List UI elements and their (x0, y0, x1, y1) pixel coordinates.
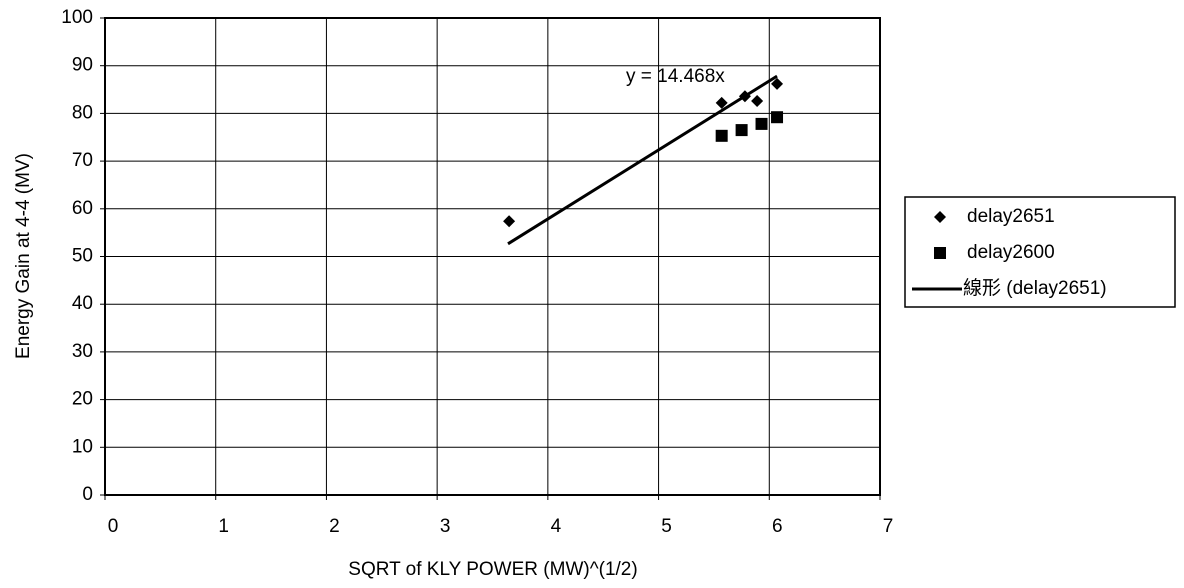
trendline-label: y = 14.468x (626, 66, 725, 87)
legend-label: delay2600 (967, 242, 1055, 263)
data-point (738, 90, 751, 103)
data-point (715, 96, 728, 109)
data-point (771, 111, 784, 124)
data-point (503, 215, 516, 228)
y-axis-title: Energy Gain at 4-4 (MV) (13, 153, 34, 359)
data-point (751, 94, 764, 107)
legend-marker (934, 247, 946, 259)
legend-marker (934, 211, 946, 223)
y-tick-label: 30 (72, 341, 93, 362)
x-tick-label: 3 (440, 516, 451, 537)
data-point (771, 77, 784, 90)
legend-label: 線形 (delay2651) (963, 277, 1107, 299)
y-tick-label: 50 (72, 246, 93, 267)
x-tick-label: 1 (218, 516, 229, 537)
x-axis-title: SQRT of KLY POWER (MW)^(1/2) (348, 559, 637, 580)
y-tick-label: 100 (61, 7, 93, 28)
x-tick-label: 6 (772, 516, 783, 537)
plot-frame (104, 17, 881, 496)
y-tick-label: 20 (72, 389, 93, 410)
legend-label: delay2651 (967, 206, 1055, 227)
data-point (715, 129, 728, 142)
x-tick-label: 7 (883, 516, 894, 537)
data-point (735, 124, 748, 137)
y-tick-label: 40 (72, 293, 93, 314)
x-tick-label: 5 (661, 516, 672, 537)
x-tick-label: 4 (551, 516, 562, 537)
trendline (507, 74, 778, 246)
x-tick-label: 2 (329, 516, 340, 537)
y-tick-label: 90 (72, 55, 93, 76)
y-tick-label: 0 (82, 484, 93, 505)
y-tick-label: 80 (72, 102, 93, 123)
y-tick-label: 70 (72, 150, 93, 171)
y-tick-label: 60 (72, 198, 93, 219)
x-tick-label: 0 (108, 516, 119, 537)
data-point (755, 117, 768, 130)
y-tick-label: 10 (72, 436, 93, 457)
